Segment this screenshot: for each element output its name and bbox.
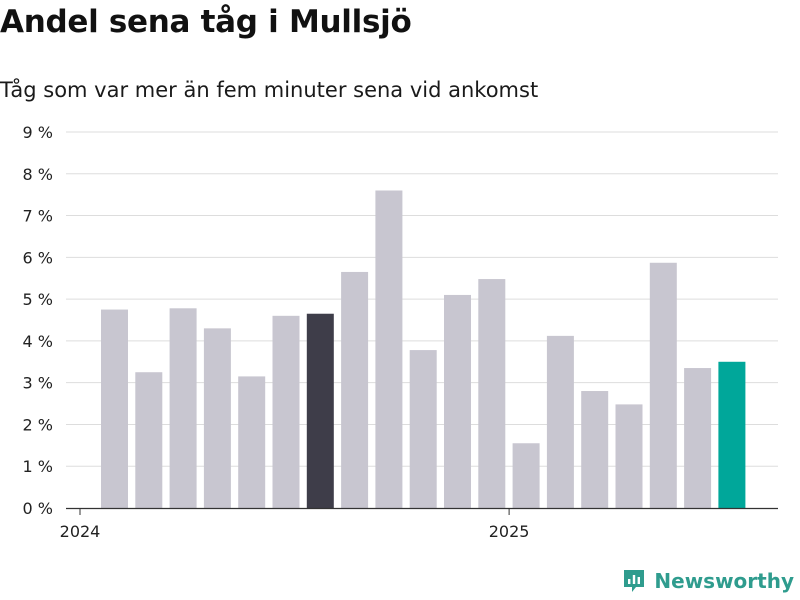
bar xyxy=(272,315,300,508)
y-axis-tick-labels: 0 % 1 % 2 % 3 % 4 % 5 % 6 % 7 % 8 % 9 % xyxy=(23,123,53,518)
bar xyxy=(581,391,609,508)
x-tick-label: 2024 xyxy=(60,522,101,541)
chart-title: Andel sena tåg i Mullsjö xyxy=(0,4,412,40)
y-tick-label: 6 % xyxy=(23,248,53,267)
y-tick-label: 0 % xyxy=(23,499,53,518)
bar xyxy=(649,262,677,508)
bars xyxy=(101,190,746,508)
bar xyxy=(169,308,197,508)
newsworthy-logo-icon xyxy=(624,570,645,592)
bar xyxy=(238,376,266,508)
bar xyxy=(546,335,574,508)
x-tick-label: 2025 xyxy=(489,522,530,541)
bar xyxy=(478,279,506,508)
newsworthy-logo: Newsworthy xyxy=(622,568,794,594)
newsworthy-logo-text: Newsworthy xyxy=(654,569,794,593)
y-tick-label: 3 % xyxy=(23,374,53,393)
bar xyxy=(512,443,540,508)
bar xyxy=(444,294,471,508)
bar xyxy=(306,313,334,508)
x-axis-tick-labels: 2024 2025 xyxy=(60,508,530,541)
bar xyxy=(718,361,746,508)
y-tick-label: 5 % xyxy=(23,290,53,309)
bar xyxy=(203,328,231,508)
bar xyxy=(101,309,128,508)
bar xyxy=(341,271,369,508)
bar xyxy=(409,350,437,508)
bar xyxy=(135,372,163,508)
bar xyxy=(615,404,643,508)
y-tick-label: 9 % xyxy=(23,123,53,142)
y-tick-label: 1 % xyxy=(23,457,53,476)
chart-subtitle: Tåg som var mer än fem minuter sena vid … xyxy=(0,78,539,102)
bar xyxy=(684,368,712,508)
y-tick-label: 4 % xyxy=(23,332,53,351)
y-tick-label: 2 % xyxy=(23,415,53,434)
y-tick-label: 7 % xyxy=(23,207,53,226)
y-tick-label: 8 % xyxy=(23,165,53,184)
bar xyxy=(375,190,403,508)
